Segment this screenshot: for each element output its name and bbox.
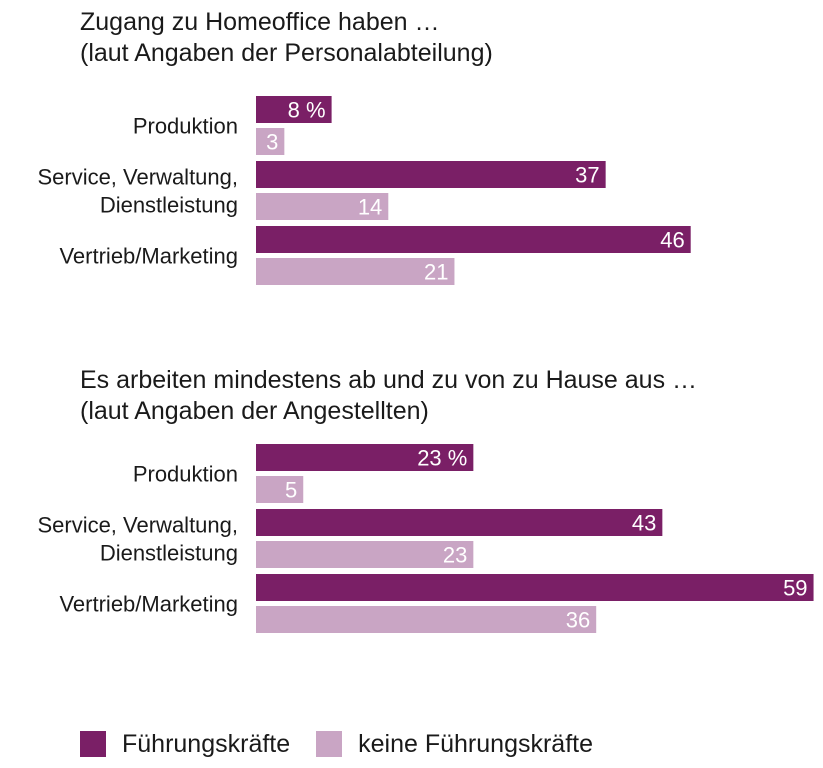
bar — [256, 606, 597, 633]
data-label: 46 — [660, 228, 684, 253]
bar — [256, 193, 389, 220]
bar — [256, 128, 285, 155]
chart-2-plot: Produktion 23 % 5 Service, Verwaltung, Diens… — [37, 444, 814, 633]
category-label: Produktion — [133, 114, 238, 139]
bar — [256, 574, 814, 601]
chart-1-title: Zugang zu Homeoffice haben … (laut Angab… — [80, 7, 493, 69]
chart-1-plot: Produktion 8 % 3 Service, Verwaltung, Dienst… — [37, 96, 691, 285]
data-label: 3 — [266, 130, 278, 155]
chart-1-title-line-2: (laut Angaben der Personalabteilung) — [80, 39, 493, 67]
data-label: 8 % — [288, 98, 326, 123]
data-label: 14 — [358, 195, 382, 220]
legend-label-keine-fuehrungskraefte: keine Führungskräfte — [358, 729, 593, 758]
chart-2-title: Es arbeiten mindestens ab und zu von zu … — [80, 365, 697, 427]
bar — [256, 258, 455, 285]
category-label: Vertrieb/Marketing — [59, 244, 238, 269]
data-label: 5 — [285, 478, 297, 503]
data-label: 21 — [424, 260, 448, 285]
data-label: 59 — [783, 576, 807, 601]
chart-1-title-line-1: Zugang zu Homeoffice haben … — [80, 8, 440, 36]
category-label: Service, Verwaltung, Dienstleistung — [37, 513, 238, 566]
category-label: Vertrieb/Marketing — [59, 592, 238, 617]
category-label: Produktion — [133, 462, 238, 487]
category-label: Service, Verwaltung, Dienstleistung — [37, 165, 238, 218]
bar — [256, 96, 332, 123]
legend-swatch-fuehrungskraefte — [80, 731, 106, 757]
data-label: 43 — [632, 511, 656, 536]
data-label: 36 — [566, 608, 590, 633]
legend-label-fuehrungskraefte: Führungskräfte — [122, 729, 291, 758]
bar — [256, 161, 606, 188]
legend: Führungskräfte keine Führungskräfte — [80, 726, 619, 762]
chart-2-title-line-2: (laut Angaben der Angestellten) — [80, 397, 429, 425]
bar — [256, 541, 474, 568]
bar — [256, 226, 691, 253]
legend-swatch-keine-fuehrungskraefte — [316, 731, 343, 757]
legend-item-keine-fuehrungskraefte: keine Führungskräfte — [316, 730, 593, 759]
data-label: 23 % — [417, 446, 467, 471]
bar — [256, 476, 304, 503]
bar — [256, 444, 474, 471]
chart-2-title-line-1: Es arbeiten mindestens ab und zu von zu … — [80, 366, 698, 394]
data-label: 37 — [575, 163, 599, 188]
bar — [256, 509, 663, 536]
legend-item-fuehrungskraefte: Führungskräfte — [80, 730, 290, 759]
data-label: 23 — [443, 543, 467, 568]
